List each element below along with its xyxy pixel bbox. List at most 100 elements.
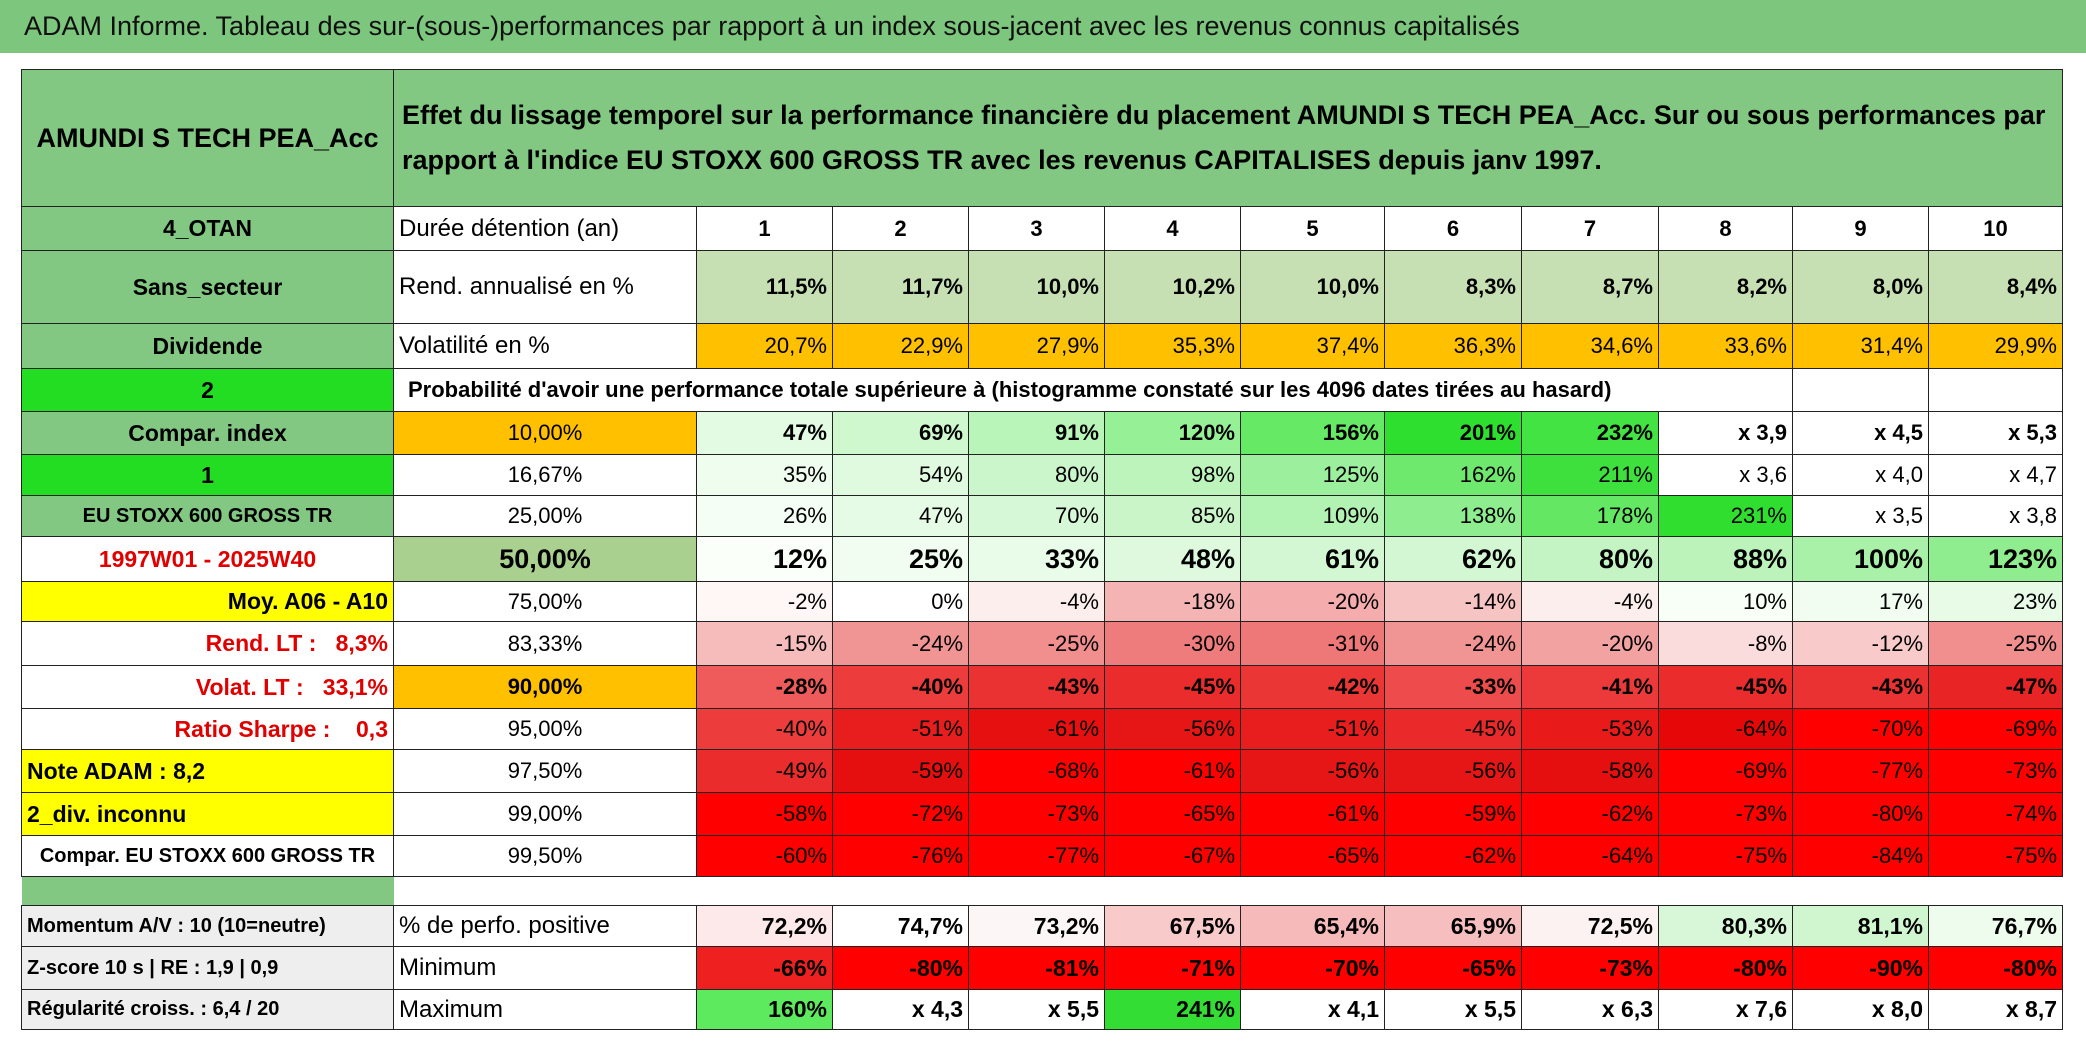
value-cell: 10,2%: [1104, 250, 1241, 324]
value-cell: 17%: [1792, 581, 1929, 622]
empty-cell: [1928, 368, 2063, 412]
value-cell: 10%: [1658, 581, 1793, 622]
row-name: 16,67%: [393, 454, 697, 496]
value-cell: x 4,5: [1792, 411, 1929, 455]
value-cell: 9: [1792, 206, 1929, 251]
value-cell: -76%: [832, 835, 969, 877]
value-cell: 10,0%: [1240, 250, 1385, 324]
value-cell: x 4,1: [1240, 989, 1385, 1030]
value-cell: -69%: [1658, 749, 1793, 793]
value-cell: -45%: [1104, 665, 1241, 709]
value-cell: -51%: [1240, 708, 1385, 750]
value-cell: 76,7%: [1928, 905, 2063, 947]
value-cell: -61%: [1240, 792, 1385, 836]
value-cell: -74%: [1928, 792, 2063, 836]
row-name: Rend. annualisé en %: [393, 250, 697, 324]
value-cell: -65%: [1104, 792, 1241, 836]
performance-table: AMUNDI S TECH PEA_Acc Effet du lissage t…: [21, 69, 2063, 1030]
value-cell: 34,6%: [1521, 323, 1659, 369]
footer-row: Z-score 10 s | RE : 1,9 | 0,9 Minimum -66%…: [21, 946, 2063, 990]
value-cell: -75%: [1928, 835, 2063, 877]
value-cell: 81,1%: [1792, 905, 1929, 947]
spacer-cell: [393, 876, 2063, 906]
value-cell: 74,7%: [832, 905, 969, 947]
value-cell: 8,0%: [1792, 250, 1929, 324]
row-name: 75,00%: [393, 581, 697, 622]
footer-row: Régularité croiss. : 6,4 / 20 Maximum 160%…: [21, 989, 2063, 1030]
value-cell: -68%: [968, 749, 1105, 793]
value-cell: 85%: [1104, 495, 1241, 537]
table-row: 1 16,67% 35% 54% 80% 98% 125% 162% 211% x 3,6 x 4,…: [21, 454, 2063, 496]
value-cell: -56%: [1384, 749, 1522, 793]
value-cell: -59%: [832, 749, 969, 793]
value-cell: 156%: [1240, 411, 1385, 455]
value-cell: 80%: [1521, 536, 1659, 582]
value-cell: 11,5%: [696, 250, 833, 324]
value-cell: 178%: [1521, 495, 1659, 537]
value-cell: -51%: [832, 708, 969, 750]
value-cell: -31%: [1240, 621, 1385, 666]
value-cell: -40%: [696, 708, 833, 750]
empty-cell: [1792, 368, 1929, 412]
value-cell: 10,0%: [968, 250, 1105, 324]
value-cell: 138%: [1384, 495, 1522, 537]
value-cell: -15%: [696, 621, 833, 666]
value-cell: 47%: [696, 411, 833, 455]
value-cell: -75%: [1658, 835, 1793, 877]
value-cell: -73%: [968, 792, 1105, 836]
value-cell: 201%: [1384, 411, 1522, 455]
value-cell: -40%: [832, 665, 969, 709]
value-cell: -58%: [696, 792, 833, 836]
value-cell: x 5,5: [1384, 989, 1522, 1030]
table-row: 4_OTAN Durée détention (an) 1 2 3 4 5 6 7 8 9 10: [21, 206, 2063, 251]
value-cell: 231%: [1658, 495, 1793, 537]
value-cell: x 4,0: [1792, 454, 1929, 496]
row-name: Durée détention (an): [393, 206, 697, 251]
row-label: Rend. LT : 8,3%: [21, 621, 394, 666]
value-cell: 11,7%: [832, 250, 969, 324]
value-cell: -77%: [1792, 749, 1929, 793]
value-cell: x 4,3: [832, 989, 969, 1030]
value-cell: -84%: [1792, 835, 1929, 877]
row-label: Moy. A06 - A10: [21, 581, 394, 622]
table-row: 1997W01 - 2025W40 50,00% 12% 25% 33% 48% 61% 62…: [21, 536, 2063, 582]
value-cell: 109%: [1240, 495, 1385, 537]
row-name: Minimum: [393, 946, 697, 990]
value-cell: -28%: [696, 665, 833, 709]
value-cell: -65%: [1384, 946, 1522, 990]
value-cell: 73,2%: [968, 905, 1105, 947]
value-cell: x 3,8: [1928, 495, 2063, 537]
row-label: Régularité croiss. : 6,4 / 20: [21, 989, 394, 1030]
row-label: Compar. EU STOXX 600 GROSS TR: [21, 835, 394, 877]
value-cell: -58%: [1521, 749, 1659, 793]
value-cell: 25%: [832, 536, 969, 582]
value-cell: -73%: [1928, 749, 2063, 793]
value-cell: -25%: [1928, 621, 2063, 666]
value-cell: -41%: [1521, 665, 1659, 709]
value-cell: 33,6%: [1658, 323, 1793, 369]
value-cell: -81%: [968, 946, 1105, 990]
table-row: Ratio Sharpe : 0,3 95,00% -40% -51% -61% -56%…: [21, 708, 2063, 750]
value-cell: -70%: [1240, 946, 1385, 990]
value-cell: 6: [1384, 206, 1522, 251]
value-cell: 26%: [696, 495, 833, 537]
value-cell: 33%: [968, 536, 1105, 582]
row-label: Volat. LT : 33,1%: [21, 665, 394, 709]
row-label: EU STOXX 600 GROSS TR: [21, 495, 394, 537]
value-cell: 62%: [1384, 536, 1522, 582]
value-cell: -77%: [968, 835, 1105, 877]
value-cell: 211%: [1521, 454, 1659, 496]
row-label: Z-score 10 s | RE : 1,9 | 0,9: [21, 946, 394, 990]
value-cell: -18%: [1104, 581, 1241, 622]
value-cell: 123%: [1928, 536, 2063, 582]
value-cell: -62%: [1384, 835, 1522, 877]
value-cell: 37,4%: [1240, 323, 1385, 369]
value-cell: -70%: [1792, 708, 1929, 750]
row-name: Volatilité en %: [393, 323, 697, 369]
value-cell: -56%: [1104, 708, 1241, 750]
value-cell: 27,9%: [968, 323, 1105, 369]
row-name: 99,00%: [393, 792, 697, 836]
value-cell: -43%: [968, 665, 1105, 709]
value-cell: 100%: [1792, 536, 1929, 582]
value-cell: 35%: [696, 454, 833, 496]
